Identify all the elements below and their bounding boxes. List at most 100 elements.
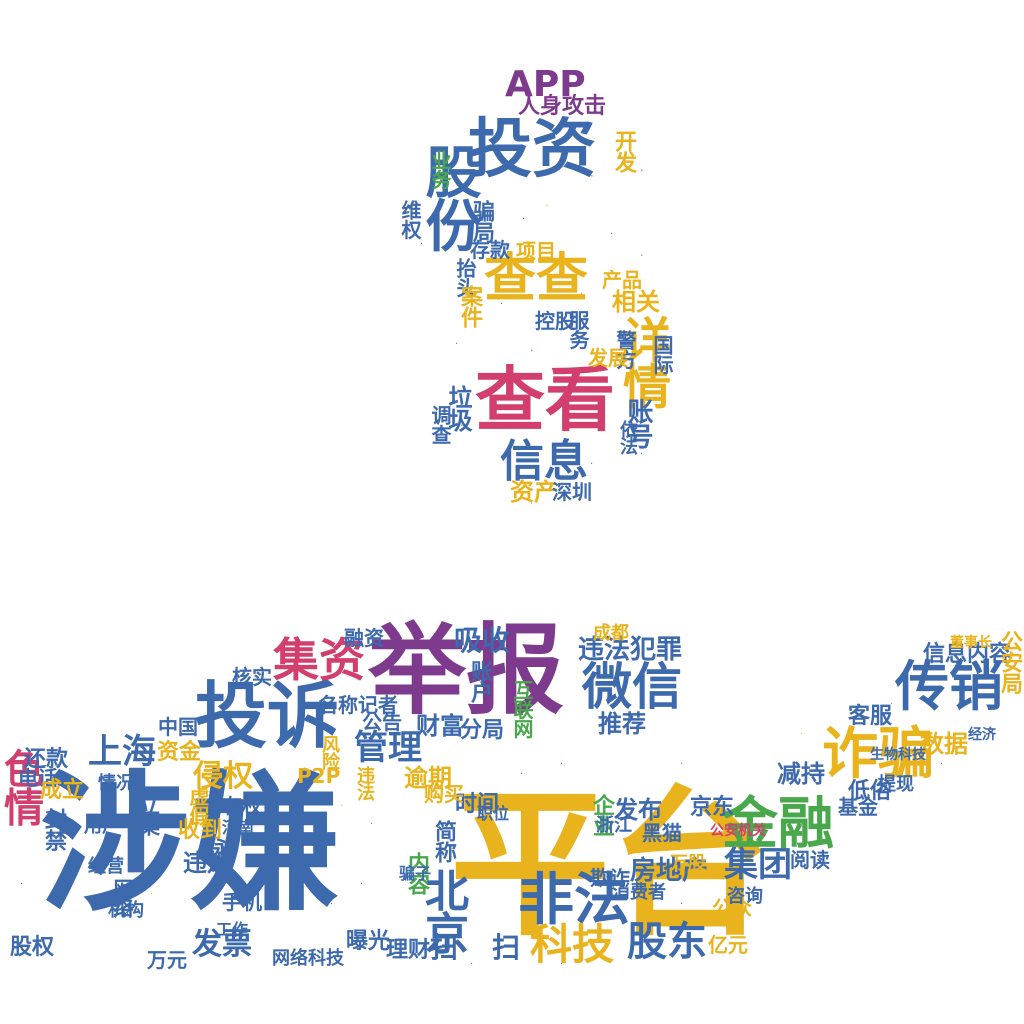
cloud-word: 人身攻击 — [518, 94, 607, 119]
cloud-word: 时间 — [455, 792, 500, 817]
cloud-word: 股权 — [10, 935, 55, 960]
cloud-word: 存款 — [470, 238, 510, 262]
cloud-word: 金融 — [722, 792, 834, 857]
cloud-word: 情况 — [98, 773, 134, 794]
cloud-word: 还款 — [24, 747, 69, 772]
cloud-filler-word: · — [640, 164, 644, 177]
cloud-word: 诈骗 — [822, 722, 934, 787]
cloud-word: 推荐 — [598, 710, 646, 738]
cloud-word: 公告 — [362, 710, 402, 734]
cloud-word: 垃圾 — [444, 385, 472, 432]
cloud-word: 开发 — [611, 130, 636, 173]
cloud-word: 购买 — [424, 782, 464, 806]
cloud-word: 基金 — [838, 795, 878, 819]
cloud-filler-word: · — [800, 729, 804, 740]
cloud-filler-word: · — [760, 809, 764, 820]
cloud-filler-word: · — [560, 149, 564, 163]
cloud-word: 公安局 — [997, 630, 1022, 694]
cloud-filler-word: · — [680, 759, 684, 770]
cloud-word: 详情 — [614, 315, 670, 408]
cloud-word: 曝光 — [346, 929, 391, 954]
cloud-filler-word: · — [640, 249, 644, 262]
cloud-word: 浙江 — [596, 815, 632, 836]
cloud-word: 亿元 — [708, 933, 748, 957]
cloud-filler-word: · — [940, 759, 944, 770]
cloud-filler-word: · — [500, 299, 504, 310]
cloud-word: 减持 — [777, 760, 825, 788]
cloud-word: 立案 — [134, 793, 159, 836]
cloud-filler-word: · — [520, 769, 524, 780]
cloud-word: 扫 — [492, 931, 521, 964]
cloud-word: 财富 — [416, 712, 464, 740]
cloud-word: 调查 — [428, 405, 452, 444]
cloud-word: 资金 — [157, 740, 202, 765]
cloud-word: 侵权 — [193, 759, 253, 794]
cloud-word: 涉嫌 — [40, 758, 341, 932]
cloud-filler-word: · — [370, 819, 374, 830]
cloud-word: 非法 — [518, 868, 630, 933]
cloud-filler-word: · — [680, 899, 684, 910]
cloud-word: 平台 — [450, 771, 771, 958]
cloud-word: 企业 — [589, 794, 614, 837]
cloud-word: APP — [505, 64, 586, 105]
cloud-filler-word: · — [590, 169, 594, 183]
cloud-word: 违法 — [354, 766, 375, 801]
cloud-word: 数据 — [920, 730, 968, 758]
cloud-word: 违规 — [183, 849, 231, 877]
cloud-word: 集团 — [724, 845, 792, 885]
cloud-word: 黑猫 — [642, 821, 682, 845]
cloud-filler-word: · — [545, 199, 549, 212]
cloud-word: 警方 — [613, 330, 637, 369]
cloud-word: 上海 — [88, 732, 156, 772]
cloud-filler-word: · — [640, 949, 644, 960]
cloud-filler-word: · — [760, 869, 764, 880]
cloud-word: 永久 — [207, 838, 232, 881]
cloud-word: 产品 — [602, 268, 642, 292]
cloud-word: 生物科技 — [870, 747, 926, 763]
cloud-word: 维权 — [398, 200, 422, 239]
cloud-word: 骗子 — [399, 864, 432, 883]
cloud-word: 服务 — [566, 310, 590, 349]
cloud-word: 客服 — [848, 704, 893, 729]
cloud-word: 违法犯罪 — [578, 635, 683, 665]
cloud-word: 微信 — [582, 658, 682, 716]
cloud-word: 电话 — [18, 766, 58, 790]
cloud-word: 科技 — [530, 920, 615, 969]
cloud-word: 北京 — [417, 868, 468, 953]
cloud-word: 公众 — [712, 896, 752, 920]
cloud-word: 传销 — [895, 655, 1003, 718]
cloud-filler-word: · — [560, 959, 564, 970]
cloud-word: 内容 — [404, 852, 429, 895]
cloud-word: 手机 — [222, 890, 262, 914]
cloud-word: 控股 — [535, 309, 575, 333]
cloud-word: 风险 — [319, 735, 340, 770]
cloud-word: 网络 — [110, 878, 134, 917]
cloud-word: 依法 — [617, 420, 638, 455]
cloud-word: 查查 — [484, 249, 589, 309]
cloud-word: 经营 — [88, 856, 124, 877]
cloud-filler-word: · — [60, 899, 64, 910]
cloud-word: 举报 — [368, 614, 565, 728]
cloud-word: 互联网 — [510, 680, 534, 738]
cloud-word: 虚假 — [186, 786, 210, 825]
cloud-filler-word: · — [610, 229, 614, 240]
cloud-word: 董事长 — [950, 635, 992, 651]
cloud-word: 账户 — [467, 660, 492, 703]
cloud-word: 简称 — [431, 820, 456, 863]
cloud-word: 封禁 — [41, 808, 66, 851]
cloud-word: 股东 — [627, 919, 707, 965]
cloud-word: 项目 — [516, 239, 556, 263]
cloud-word: 公安机关 — [710, 823, 766, 839]
cloud-word: 逾期 — [404, 764, 452, 792]
cloud-filler-word: · — [280, 659, 284, 670]
cloud-word: 万元 — [147, 948, 187, 972]
cloud-word: 理财 — [386, 938, 431, 963]
cloud-word: 集资 — [273, 633, 365, 687]
cloud-filler-word: · — [590, 459, 594, 470]
cloud-filler-word: · — [640, 449, 644, 460]
cloud-word: 账号 — [623, 398, 653, 448]
cloud-word: 信息内容 — [923, 642, 1012, 667]
cloud-filler-word: · — [260, 819, 264, 830]
cloud-word: 河南 — [222, 818, 255, 837]
